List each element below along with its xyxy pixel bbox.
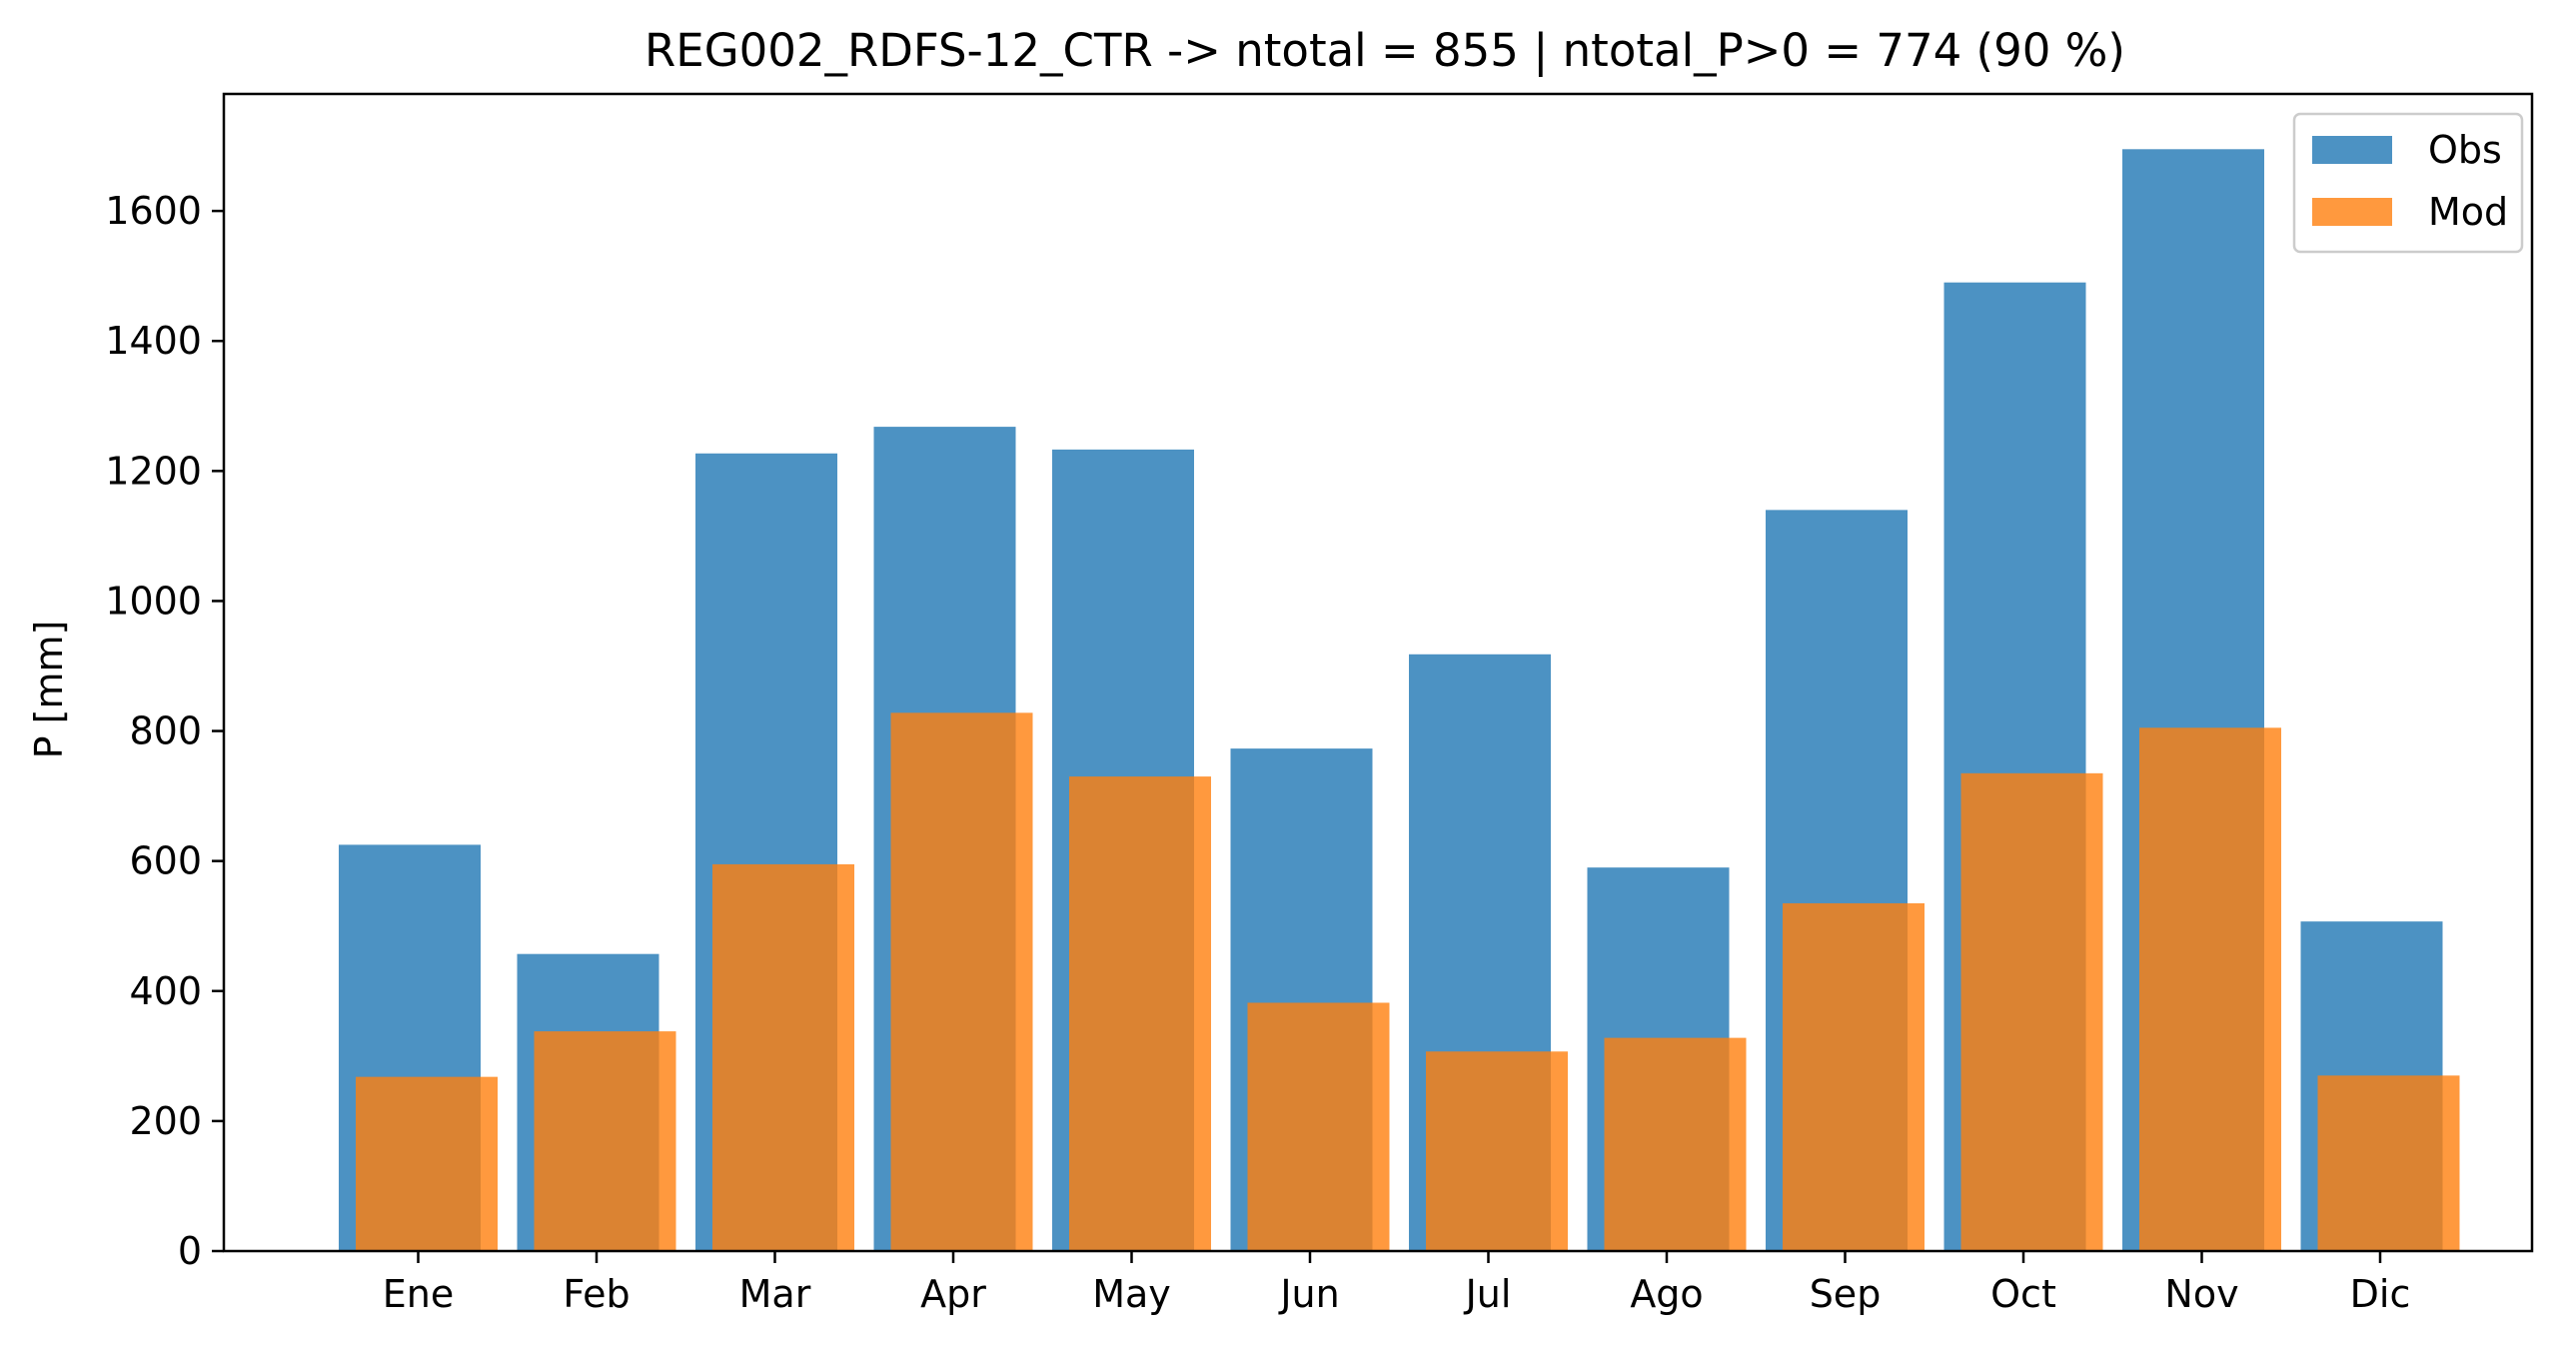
bar-mod-oct: [1960, 772, 2103, 1251]
x-tick-label: Jul: [1464, 1272, 1512, 1316]
bar-mod-nov: [2139, 727, 2281, 1251]
bar-mod-may: [1069, 776, 1211, 1251]
legend-label-obs: Obs: [2428, 128, 2502, 172]
y-tick-label: 0: [178, 1229, 202, 1273]
x-tick-label: Dic: [2350, 1272, 2411, 1316]
y-tick-label: 1400: [105, 319, 202, 363]
x-tick-label: Mar: [739, 1272, 811, 1316]
bar-mod-jun: [1247, 1002, 1390, 1251]
bar-mod-apr: [890, 712, 1033, 1251]
y-tick-label: 600: [129, 839, 202, 883]
bar-mod-dic: [2317, 1075, 2460, 1251]
y-tick-label: 200: [129, 1099, 202, 1143]
bar-mod-sep: [1783, 902, 1925, 1251]
x-tick-label: Ago: [1630, 1272, 1703, 1316]
plot-frame: [222, 92, 2534, 1253]
y-tick-label: 1200: [105, 449, 202, 493]
x-tick-label: Sep: [1810, 1272, 1882, 1316]
legend-label-mod: Mod: [2428, 190, 2508, 234]
y-axis-label: P [mm]: [27, 621, 71, 759]
y-axis-ticks: 0 200 400 600 800 1000 1200 1400 1600: [105, 189, 224, 1273]
bar-mod-mar: [712, 863, 854, 1251]
x-tick-label: Jun: [1278, 1272, 1339, 1316]
legend: Obs Mod: [2292, 112, 2524, 254]
y-tick-label: 1000: [105, 579, 202, 623]
bar-mod-feb: [534, 1031, 676, 1251]
x-tick-label: Apr: [920, 1272, 986, 1316]
x-tick-label: Feb: [563, 1272, 630, 1316]
bars-layer: [339, 149, 2460, 1252]
x-tick-label: Oct: [1990, 1272, 2056, 1316]
y-tick-label: 1600: [105, 189, 202, 233]
bar-mod-jul: [1426, 1051, 1568, 1251]
y-tick-label: 800: [129, 709, 202, 753]
chart-title: REG002_RDFS-12_CTR -> ntotal = 855 | nto…: [644, 24, 2125, 77]
x-axis-ticks: Ene Feb Mar Apr May Jun Jul Ago Sep Oct Nov Dic: [383, 1251, 2411, 1316]
x-tick-label: Nov: [2164, 1272, 2238, 1316]
legend-swatch-mod: [2312, 198, 2392, 226]
legend-swatch-obs: [2312, 136, 2392, 164]
x-tick-label: Ene: [383, 1272, 454, 1316]
bar-mod-ago: [1604, 1037, 1747, 1251]
bar-mod-ene: [356, 1076, 498, 1251]
x-tick-label: May: [1092, 1272, 1171, 1316]
y-tick-label: 400: [129, 969, 202, 1013]
